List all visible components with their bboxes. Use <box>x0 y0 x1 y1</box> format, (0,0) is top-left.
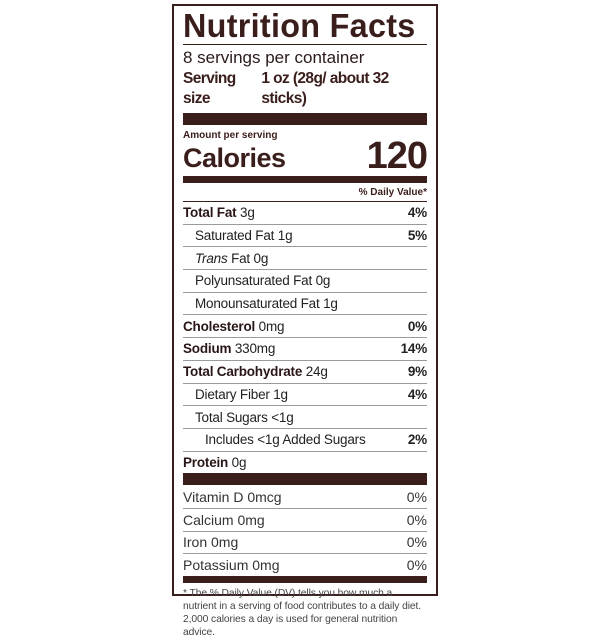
nutrient-row: Total Fat 3g 4% <box>183 201 427 224</box>
vitamin-row: Iron 0mg 0% <box>183 530 427 554</box>
nutrient-label: Saturated Fat <box>195 228 275 244</box>
nutrient-amount: 0g <box>315 273 331 289</box>
serving-size: Serving size 1 oz (28g/ about 32 sticks) <box>183 69 427 109</box>
medium-divider <box>183 576 427 583</box>
nutrient-row: Saturated Fat 1g 5% <box>183 223 427 247</box>
nutrient-label: Total Fat <box>183 205 237 221</box>
nutrient-row: Total Carbohydrate 24g 9% <box>183 359 427 383</box>
calories-value: 120 <box>366 135 428 177</box>
nutrient-list: Total Fat 3g 4% Saturated Fat 1g 5% Trans Fa… <box>183 201 427 473</box>
nutrient-row: Sodium 330mg 14% <box>183 337 427 360</box>
vitamin-row: Calcium 0mg 0% <box>183 507 427 531</box>
footnote-text: The % Daily Value (DV) tells you how muc… <box>183 588 422 638</box>
serving-size-label: Serving size <box>183 70 236 107</box>
nutrient-amount: 0g <box>253 250 269 266</box>
vitamin-row: Vitamin D 0mcg 0% <box>183 485 427 508</box>
nutrient-amount: 1g <box>273 386 288 402</box>
nutrient-amount: 330mg <box>234 341 276 357</box>
nutrient-daily-value: 14% <box>400 341 428 357</box>
nutrient-amount: 1g <box>323 296 338 312</box>
vitamin-name: Iron 0mg <box>183 534 239 551</box>
nutrient-row: Dietary Fiber 1g 4% <box>183 382 427 406</box>
nutrient-name: Protein 0g <box>183 455 246 470</box>
nutrient-amount: <1g <box>271 409 294 425</box>
medium-divider <box>183 176 427 183</box>
nutrient-label: Cholesterol <box>183 318 256 334</box>
nutrient-label: Sodium <box>183 341 232 357</box>
nutrient-label: Includes <1g Added Sugars <box>205 432 366 448</box>
vitamin-daily-value: 0% <box>406 488 427 505</box>
nutrient-label: Dietary Fiber <box>195 386 270 402</box>
nutrient-label-suffix: Fat <box>231 250 250 266</box>
nutrient-name: Cholesterol 0mg <box>183 318 285 334</box>
nutrition-facts-label: Nutrition Facts 8 servings per container… <box>172 4 438 638</box>
nutrient-name: Total Sugars <1g <box>183 410 294 425</box>
nutrient-row: Monounsaturated Fat 1g <box>183 291 427 315</box>
nutrient-label: Total Sugars <box>195 409 268 425</box>
vitamin-name: Potassium 0mg <box>183 557 280 574</box>
nutrient-name: Dietary Fiber 1g <box>183 387 288 402</box>
nutrient-amount: 0g <box>231 454 247 470</box>
nutrient-amount: 1g <box>277 228 293 244</box>
nutrient-label: Trans <box>195 250 228 266</box>
nutrient-label: Polyunsaturated Fat <box>195 273 313 289</box>
nutrient-daily-value: 5% <box>407 228 427 244</box>
servings-per-container: 8 servings per container <box>183 48 365 67</box>
nutrient-amount: 24g <box>305 364 328 380</box>
amount-per-serving: Amount per serving <box>183 130 278 141</box>
label-title: Nutrition Facts <box>183 7 416 44</box>
nutrient-name: Saturated Fat 1g <box>183 228 293 244</box>
vitamin-list: Vitamin D 0mcg 0% Calcium 0mg 0% Iron 0mg 0% P… <box>183 485 427 576</box>
nutrient-name: Sodium 330mg <box>183 341 275 356</box>
serving-size-value: 1 oz (28g/ about 32 sticks) <box>261 70 389 107</box>
nutrient-daily-value: 0% <box>407 318 427 334</box>
nutrient-row: Trans Fat 0g <box>183 246 427 269</box>
nutrient-daily-value: 2% <box>407 432 427 448</box>
calories-row: Calories 120 <box>183 135 428 177</box>
nutrient-name: Total Fat 3g <box>183 205 255 220</box>
nutrient-label: Monounsaturated Fat <box>195 296 320 312</box>
nutrient-label: Protein <box>183 454 229 470</box>
footnote-marker: * <box>183 588 187 599</box>
nutrient-daily-value: 4% <box>407 386 427 402</box>
nutrient-row: Polyunsaturated Fat 0g <box>183 269 427 292</box>
vitamin-name: Vitamin D 0mcg <box>183 488 282 505</box>
vitamin-row: Potassium 0mg 0% <box>183 553 427 576</box>
nutrient-row: Cholesterol 0mg 0% <box>183 314 427 337</box>
nutrient-daily-value: 9% <box>407 364 427 380</box>
nutrient-row: Protein 0g <box>183 450 427 474</box>
nutrient-name: Total Carbohydrate 24g <box>183 364 328 379</box>
nutrient-row: Includes <1g Added Sugars 2% <box>183 427 427 451</box>
vitamin-name: Calcium 0mg <box>183 511 265 528</box>
nutrient-label: Total Carbohydrate <box>183 364 303 380</box>
thick-divider <box>183 473 427 486</box>
calories-label: Calories <box>183 143 286 173</box>
nutrient-name: Polyunsaturated Fat 0g <box>183 273 330 288</box>
nutrient-amount: 0mg <box>258 318 285 334</box>
footnote: * The % Daily Value (DV) tells you how m… <box>183 587 427 639</box>
divider <box>183 44 427 45</box>
daily-value-header: % Daily Value* <box>358 187 427 198</box>
nutrient-name: Includes <1g Added Sugars <box>183 432 366 447</box>
vitamin-daily-value: 0% <box>406 557 427 574</box>
nutrient-daily-value: 4% <box>407 205 427 221</box>
nutrient-amount: 3g <box>240 205 255 221</box>
nutrient-row: Total Sugars <1g <box>183 405 427 428</box>
nutrient-name: Monounsaturated Fat 1g <box>183 296 338 311</box>
vitamin-daily-value: 0% <box>406 511 427 528</box>
vitamin-daily-value: 0% <box>406 534 427 551</box>
nutrient-name: Trans Fat 0g <box>183 251 268 266</box>
thick-divider <box>183 113 427 125</box>
